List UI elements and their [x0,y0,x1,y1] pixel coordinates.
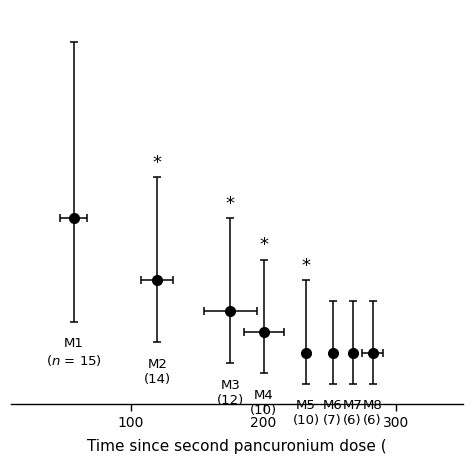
Text: M6
(7): M6 (7) [323,399,343,427]
Text: M5
(10): M5 (10) [292,399,319,427]
Text: M8
(6): M8 (6) [363,399,383,427]
Text: M1
($n$ = 15): M1 ($n$ = 15) [46,337,101,367]
Text: *: * [259,237,268,255]
Text: *: * [153,154,162,172]
Text: *: * [226,195,235,213]
Text: M2
(14): M2 (14) [144,358,171,386]
Text: M7
(6): M7 (6) [343,399,363,427]
Text: *: * [301,257,310,275]
Text: M4
(10): M4 (10) [250,389,277,417]
Text: M3
(12): M3 (12) [217,379,244,407]
X-axis label: Time since second pancuronium dose (: Time since second pancuronium dose ( [87,438,387,454]
